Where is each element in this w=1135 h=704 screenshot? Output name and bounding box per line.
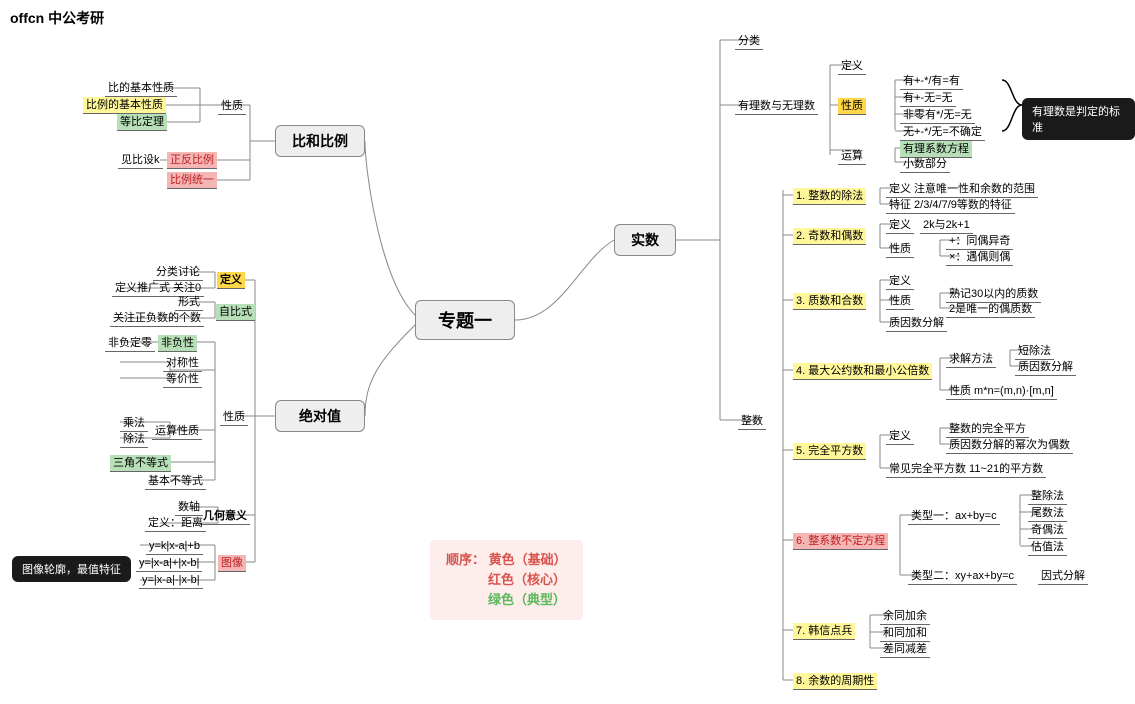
abs-zbs1: 形式: [175, 294, 203, 311]
real-yw-ys: 运算: [838, 148, 866, 165]
ratio-xz1: 比的基本性质: [105, 80, 177, 97]
real-i6: 6. 整系数不定方程: [793, 533, 888, 550]
abs-ffx1: 非负定零: [105, 335, 155, 352]
real-yw-ys2: 小数部分: [900, 156, 950, 173]
real-i5b: 常见完全平方数 11~21的平方数: [886, 461, 1046, 478]
abs-dx: 对称性: [163, 355, 202, 372]
real-i5a2: 质因数分解的幂次为偶数: [946, 437, 1073, 454]
legend-l1: 黄色（基础）: [489, 552, 567, 567]
ratio-xz2: 比例的基本性质: [83, 97, 166, 114]
abs-zbs: 自比式: [216, 304, 255, 321]
real-i2adesc: 2k与2k+1: [920, 217, 973, 234]
real-i4a2: 质因数分解: [1015, 359, 1076, 376]
real-yw-xz4: 无+-*/无=不确定: [900, 124, 985, 141]
real-i2a: 定义: [886, 217, 914, 234]
real-i3b: 性质: [886, 293, 914, 310]
real-i6bdesc: 因式分解: [1038, 568, 1088, 585]
real-i4b: 性质 m*n=(m,n)·[m,n]: [946, 383, 1057, 400]
ratio-jbsk: 见比设k: [118, 152, 163, 169]
real-i8: 8. 余数的周期性: [793, 673, 877, 690]
abs-dyjl: 定义：距离: [145, 515, 206, 532]
real-i7b: 和同加和: [880, 625, 930, 642]
real-i4a: 求解方法: [946, 351, 996, 368]
abs-sz: 数轴: [175, 499, 203, 516]
abs-dy: 定义: [217, 272, 245, 289]
real-i2: 2. 奇数和偶数: [793, 228, 866, 245]
legend-l3: 绿色（典型）: [488, 592, 566, 607]
real-yw-dy: 定义: [838, 58, 866, 75]
abs-jhyy: 几何意义: [200, 508, 250, 525]
real-fl: 分类: [735, 33, 763, 50]
abs-ysxz: 运算性质: [152, 423, 202, 440]
sub-abs: 绝对值: [275, 400, 365, 432]
abs-xz: 性质: [220, 409, 248, 426]
abs-jbbds: 基本不等式: [145, 473, 206, 490]
abs-djx: 等价性: [163, 371, 202, 388]
real-i6a4: 估值法: [1028, 539, 1067, 556]
callout-left: 图像轮廓，最值特征: [12, 556, 131, 582]
abs-cf: 乘法: [120, 415, 148, 432]
real-i6a3: 奇偶法: [1028, 522, 1067, 539]
abs-ffx: 非负性: [158, 335, 197, 352]
real-i7c: 差同减差: [880, 641, 930, 658]
abs-tx: 图像: [218, 555, 246, 572]
real-yw-xz1: 有+-*/有=有: [900, 73, 963, 90]
real-i3a: 定义: [886, 273, 914, 290]
real-i1: 1. 整数的除法: [793, 188, 866, 205]
real-i2b: 性质: [886, 241, 914, 258]
abs-zbs2: 关注正负数的个数: [110, 310, 204, 327]
real-i6b: 类型二：xy+ax+by=c: [908, 568, 1017, 585]
real-yw-xz3: 非零有*/无=无: [900, 107, 975, 124]
real-i5a: 定义: [886, 428, 914, 445]
legend-l2: 红色（核心）: [488, 572, 566, 587]
legend-box: 顺序： 黄色（基础） 红色（核心） 绿色（典型）: [430, 540, 583, 620]
abs-tx3: y=|x-a|-|x-b|: [139, 572, 203, 589]
real-yw-xz: 性质: [838, 98, 866, 115]
brand-logo: offcn 中公考研: [10, 8, 104, 28]
real-i6a: 类型一：ax+by=c: [908, 508, 1000, 525]
real-i6a2: 尾数法: [1028, 505, 1067, 522]
abs-dy1: 分类讨论: [153, 264, 203, 281]
real-i3: 3. 质数和合数: [793, 293, 866, 310]
ratio-xz3: 等比定理: [117, 114, 167, 131]
abs-sjbds: 三角不等式: [110, 455, 171, 472]
real-i7a: 余同加余: [880, 608, 930, 625]
callout-right: 有理数是判定的标准: [1022, 98, 1135, 140]
abs-chf: 除法: [120, 431, 148, 448]
ratio-xz: 性质: [218, 98, 246, 115]
real-i4: 4. 最大公约数和最小公倍数: [793, 363, 932, 380]
real-i3b2: 2是唯一的偶质数: [946, 301, 1035, 318]
sub-real: 实数: [614, 224, 676, 256]
real-yw: 有理数与无理数: [735, 98, 818, 115]
real-i5a1: 整数的完全平方: [946, 421, 1029, 438]
real-i1a: 定义 注意唯一性和余数的范围: [886, 181, 1038, 198]
real-i3c: 质因数分解: [886, 315, 947, 332]
real-yw-xz2: 有+-无=无: [900, 90, 956, 107]
abs-tx2: y=|x-a|+|x-b|: [136, 555, 202, 572]
legend-title: 顺序：: [446, 552, 485, 567]
sub-ratio: 比和比例: [275, 125, 365, 157]
ratio-blty: 比例统一: [167, 172, 217, 189]
real-i2b2: ×：遇偶则偶: [946, 249, 1013, 266]
root-topic: 专题一: [415, 300, 515, 340]
real-i5: 5. 完全平方数: [793, 443, 866, 460]
real-i7: 7. 韩信点兵: [793, 623, 855, 640]
real-i6a1: 整除法: [1028, 488, 1067, 505]
ratio-zfbl: 正反比例: [167, 152, 217, 169]
real-zs: 整数: [738, 413, 766, 430]
real-i2b1: +：同偶异奇: [946, 233, 1013, 250]
real-i4a1: 短除法: [1015, 343, 1054, 360]
real-i1b: 特征 2/3/4/7/9等数的特征: [886, 197, 1015, 214]
abs-tx1: y=k|x-a|+b: [146, 538, 203, 555]
